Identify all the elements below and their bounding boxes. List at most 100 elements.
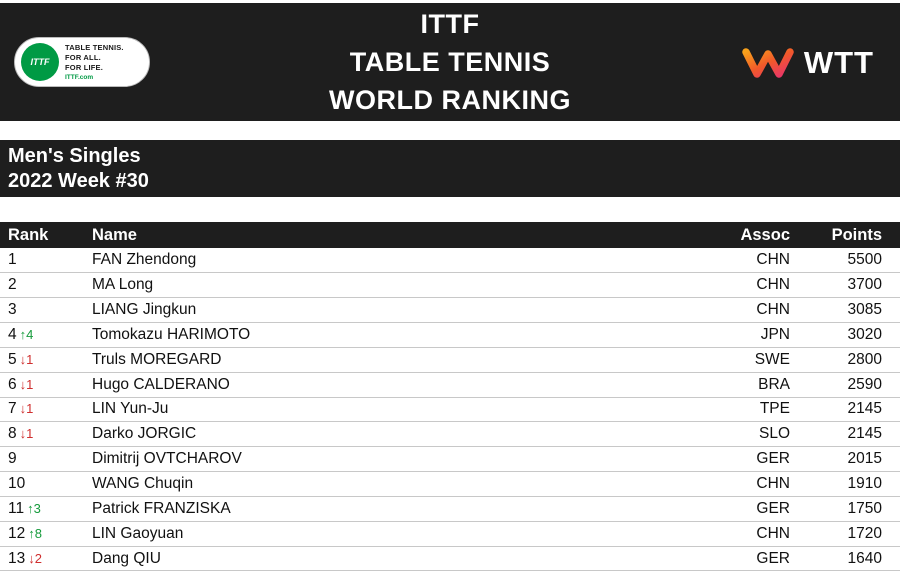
rank-value: 5 <box>8 350 17 368</box>
rank-value: 11 <box>8 499 25 517</box>
player-name-cell: LIN Gaoyuan <box>92 521 718 547</box>
rank-cell: 10 <box>0 471 92 497</box>
rank-up-arrow-icon: ↑8 <box>28 525 42 541</box>
table-row: 3 LIANG Jingkun CHN 3085 <box>0 297 900 324</box>
points-cell: 2800 <box>790 347 900 373</box>
title-line-1: ITTF <box>420 9 480 39</box>
ittf-logo: ITTF TABLE TENNIS. FOR ALL. FOR LIFE. IT… <box>14 37 150 87</box>
rank-cell: 9 <box>0 446 92 473</box>
rank-value: 8 <box>8 425 17 443</box>
wtt-logo: WTT <box>741 45 874 81</box>
player-name-cell: LIN Yun-Ju <box>92 397 718 423</box>
rank-up-arrow-icon: ↑3 <box>27 500 41 516</box>
player-name-cell: Hugo CALDERANO <box>92 372 718 398</box>
rank-value: 7 <box>8 400 17 418</box>
ittf-site-label: ITTF.com <box>65 73 94 81</box>
rank-value: 2 <box>8 276 17 294</box>
player-name-cell: Patrick FRANZISKA <box>92 496 718 522</box>
header-banner: ITTF TABLE TENNIS. FOR ALL. FOR LIFE. IT… <box>0 3 900 121</box>
header-row: Rank Name Assoc Points <box>0 222 900 248</box>
table-row: 1 FAN Zhendong CHN 5500 <box>0 248 900 274</box>
page-title: ITTF TABLE TENNIS WORLD RANKING <box>329 5 571 119</box>
player-name-cell: FAN Zhendong <box>92 248 718 274</box>
rank-value: 13 <box>8 549 26 567</box>
rank-value: 9 <box>8 450 17 468</box>
rank-value: 1 <box>8 251 17 269</box>
rank-column-header: Rank <box>8 225 49 244</box>
assoc-cell: CHN <box>718 272 790 299</box>
rank-value: 3 <box>8 301 17 319</box>
rank-cell: 3 <box>0 297 92 324</box>
points-cell: 3020 <box>790 322 900 348</box>
rank-down-arrow-icon: ↓1 <box>19 401 34 417</box>
assoc-cell: CHN <box>718 297 790 324</box>
points-cell: 5500 <box>790 248 900 274</box>
rank-value: 12 <box>8 524 26 542</box>
points-cell: 2590 <box>790 372 900 398</box>
name-column-header: Name <box>92 225 137 244</box>
player-name-cell: Truls MOREGARD <box>92 347 718 373</box>
points-cell: 2145 <box>790 421 900 448</box>
ittf-logo-icon: ITTF <box>21 43 59 81</box>
ranking-table: Rank Name Assoc Points 1 FAN Zhendong CHN 5… <box>0 222 900 571</box>
table-row: 5 ↓1 Truls MOREGARD SWE 2800 <box>0 347 900 373</box>
subheader: Men's Singles 2022 Week #30 <box>0 140 900 197</box>
rank-value: 10 <box>8 475 26 493</box>
rank-down-arrow-icon: ↓2 <box>28 550 42 566</box>
rank-cell: 7 ↓1 <box>0 397 92 423</box>
rank-cell: 12 ↑8 <box>0 521 92 547</box>
points-cell: 1640 <box>790 546 900 571</box>
ranking-table-head: Rank Name Assoc Points <box>0 222 900 248</box>
points-cell: 2015 <box>790 446 900 473</box>
player-name-cell: Dang QIU <box>92 546 718 571</box>
ittf-logo-text: TABLE TENNIS. FOR ALL. FOR LIFE. ITTF.co… <box>65 43 124 80</box>
ittf-tagline-2: FOR ALL. <box>65 53 101 63</box>
rank-cell: 5 ↓1 <box>0 347 92 373</box>
rank-value: 4 <box>8 325 17 343</box>
points-cell: 1910 <box>790 471 900 497</box>
table-row: 7 ↓1 LIN Yun-Ju TPE 2145 <box>0 397 900 423</box>
table-row: 10 WANG Chuqin CHN 1910 <box>0 471 900 497</box>
rank-cell: 6 ↓1 <box>0 372 92 398</box>
week-title: 2022 Week #30 <box>8 170 149 192</box>
table-row: 9 Dimitrij OVTCHAROV GER 2015 <box>0 446 900 473</box>
table-row: 8 ↓1 Darko JORGIC SLO 2145 <box>0 421 900 448</box>
points-column-header: Points <box>831 225 882 244</box>
rank-cell: 8 ↓1 <box>0 421 92 448</box>
ittf-tagline-1: TABLE TENNIS. <box>65 43 124 53</box>
assoc-cell: GER <box>718 496 790 522</box>
rank-cell: 13 ↓2 <box>0 546 92 571</box>
player-name-cell: Darko JORGIC <box>92 421 718 448</box>
rank-down-arrow-icon: ↓1 <box>19 426 34 442</box>
points-cell: 3700 <box>790 272 900 299</box>
points-cell: 2145 <box>790 397 900 423</box>
points-cell: 1720 <box>790 521 900 547</box>
assoc-cell: JPN <box>718 322 790 348</box>
table-row: 2 MA Long CHN 3700 <box>0 272 900 299</box>
assoc-cell: CHN <box>718 248 790 274</box>
ranking-table-body: 1 FAN Zhendong CHN 5500 2 MA Long CHN 3700 3 LIAN… <box>0 248 900 571</box>
assoc-column-header: Assoc <box>740 225 790 244</box>
rank-cell: 1 <box>0 248 92 274</box>
table-row: 13 ↓2 Dang QIU GER 1640 <box>0 546 900 571</box>
points-cell: 1750 <box>790 496 900 522</box>
assoc-cell: SWE <box>718 347 790 373</box>
rank-value: 6 <box>8 375 17 393</box>
rank-cell: 11 ↑3 <box>0 496 92 522</box>
assoc-cell: GER <box>718 446 790 473</box>
player-name-cell: WANG Chuqin <box>92 471 718 497</box>
title-line-3: WORLD RANKING <box>329 85 571 115</box>
ittf-circle-text: ITTF <box>30 57 50 67</box>
assoc-cell: GER <box>718 546 790 571</box>
ittf-tagline-3: FOR LIFE. <box>65 62 104 72</box>
assoc-cell: TPE <box>718 397 790 423</box>
points-cell: 3085 <box>790 297 900 324</box>
rank-up-arrow-icon: ↑4 <box>19 326 34 342</box>
table-row: 6 ↓1 Hugo CALDERANO BRA 2590 <box>0 372 900 398</box>
assoc-cell: CHN <box>718 471 790 497</box>
rank-down-arrow-icon: ↓1 <box>19 351 34 367</box>
assoc-cell: SLO <box>718 421 790 448</box>
assoc-cell: CHN <box>718 521 790 547</box>
player-name-cell: LIANG Jingkun <box>92 297 718 324</box>
rank-cell: 2 <box>0 272 92 299</box>
